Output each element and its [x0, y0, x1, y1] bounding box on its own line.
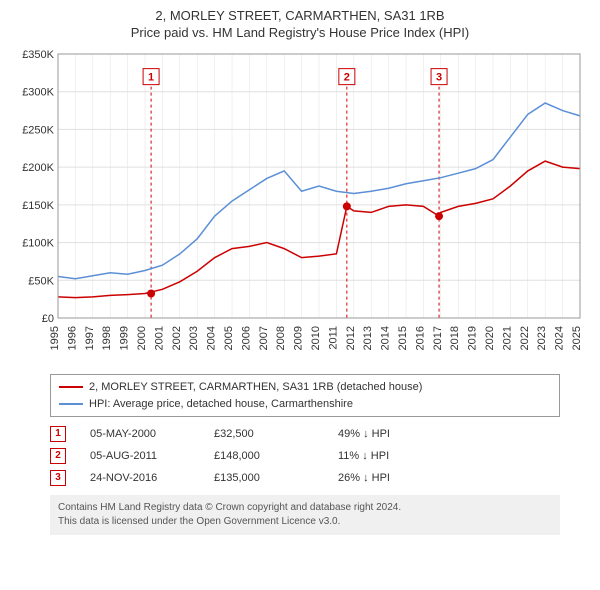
- svg-text:2020: 2020: [484, 326, 496, 350]
- svg-text:2008: 2008: [275, 326, 287, 350]
- sale-diff: 49% ↓ HPI: [338, 428, 438, 440]
- svg-text:2011: 2011: [327, 326, 339, 350]
- attribution-line1: Contains HM Land Registry data © Crown c…: [58, 501, 552, 515]
- sale-price: £32,500: [214, 428, 314, 440]
- svg-text:1: 1: [148, 72, 154, 84]
- svg-text:2019: 2019: [467, 326, 479, 350]
- svg-text:1998: 1998: [101, 326, 113, 350]
- sale-date: 05-MAY-2000: [90, 428, 190, 440]
- svg-text:£300K: £300K: [22, 87, 54, 99]
- svg-text:2003: 2003: [188, 326, 200, 350]
- chart-subtitle: Price paid vs. HM Land Registry's House …: [10, 25, 590, 40]
- sales-row: 2 05-AUG-2011 £148,000 11% ↓ HPI: [50, 445, 560, 467]
- svg-text:1995: 1995: [49, 326, 61, 350]
- svg-text:2023: 2023: [536, 326, 548, 350]
- svg-text:2013: 2013: [362, 326, 374, 350]
- sales-table: 1 05-MAY-2000 £32,500 49% ↓ HPI 2 05-AUG-2011…: [50, 423, 560, 489]
- svg-text:1999: 1999: [119, 326, 131, 350]
- svg-text:2009: 2009: [293, 326, 305, 350]
- legend: 2, MORLEY STREET, CARMARTHEN, SA31 1RB (…: [50, 374, 560, 417]
- svg-text:2025: 2025: [571, 326, 583, 350]
- svg-text:2016: 2016: [414, 326, 426, 350]
- svg-text:2015: 2015: [397, 326, 409, 350]
- legend-item: 2, MORLEY STREET, CARMARTHEN, SA31 1RB (…: [59, 379, 551, 396]
- chart-svg: £0 £50K £100K £150K £200K £250K £300K £350K 1995…: [10, 48, 590, 368]
- svg-text:2: 2: [344, 72, 350, 84]
- svg-text:£350K: £350K: [22, 49, 54, 61]
- svg-text:£0: £0: [42, 313, 54, 325]
- svg-text:2010: 2010: [310, 326, 322, 350]
- legend-item: HPI: Average price, detached house, Carm…: [59, 396, 551, 413]
- svg-text:3: 3: [436, 72, 442, 84]
- svg-text:2001: 2001: [153, 326, 165, 350]
- svg-text:2024: 2024: [554, 326, 566, 350]
- attribution-line2: This data is licensed under the Open Gov…: [58, 515, 552, 529]
- svg-text:£50K: £50K: [28, 275, 54, 287]
- legend-swatch: [59, 403, 83, 405]
- svg-text:2002: 2002: [171, 326, 183, 350]
- sale-date: 24-NOV-2016: [90, 472, 190, 484]
- svg-text:2006: 2006: [240, 326, 252, 350]
- svg-text:1996: 1996: [66, 326, 78, 350]
- svg-text:2022: 2022: [519, 326, 531, 350]
- svg-text:1997: 1997: [84, 326, 96, 350]
- chart-title: 2, MORLEY STREET, CARMARTHEN, SA31 1RB: [10, 8, 590, 23]
- sale-diff: 11% ↓ HPI: [338, 450, 438, 462]
- svg-text:2014: 2014: [380, 326, 392, 350]
- sale-diff: 26% ↓ HPI: [338, 472, 438, 484]
- svg-text:2021: 2021: [501, 326, 513, 350]
- svg-text:2017: 2017: [432, 326, 444, 350]
- svg-text:2000: 2000: [136, 326, 148, 350]
- chart-container: 2, MORLEY STREET, CARMARTHEN, SA31 1RB P…: [0, 0, 600, 543]
- svg-text:£200K: £200K: [22, 162, 54, 174]
- svg-text:£250K: £250K: [22, 124, 54, 136]
- attribution: Contains HM Land Registry data © Crown c…: [50, 495, 560, 535]
- sale-date: 05-AUG-2011: [90, 450, 190, 462]
- sale-price: £135,000: [214, 472, 314, 484]
- svg-text:2004: 2004: [206, 326, 218, 350]
- sale-price: £148,000: [214, 450, 314, 462]
- svg-text:2007: 2007: [258, 326, 270, 350]
- sale-marker: 3: [50, 470, 66, 486]
- legend-label: HPI: Average price, detached house, Carm…: [89, 396, 353, 413]
- chart-plot: £0 £50K £100K £150K £200K £250K £300K £350K 1995…: [10, 48, 590, 368]
- sale-marker: 1: [50, 426, 66, 442]
- svg-text:2012: 2012: [345, 326, 357, 350]
- svg-text:2005: 2005: [223, 326, 235, 350]
- svg-text:2018: 2018: [449, 326, 461, 350]
- sale-marker: 2: [50, 448, 66, 464]
- sales-row: 1 05-MAY-2000 £32,500 49% ↓ HPI: [50, 423, 560, 445]
- svg-text:£150K: £150K: [22, 200, 54, 212]
- legend-label: 2, MORLEY STREET, CARMARTHEN, SA31 1RB (…: [89, 379, 422, 396]
- legend-swatch: [59, 386, 83, 388]
- sales-row: 3 24-NOV-2016 £135,000 26% ↓ HPI: [50, 467, 560, 489]
- svg-text:£100K: £100K: [22, 238, 54, 250]
